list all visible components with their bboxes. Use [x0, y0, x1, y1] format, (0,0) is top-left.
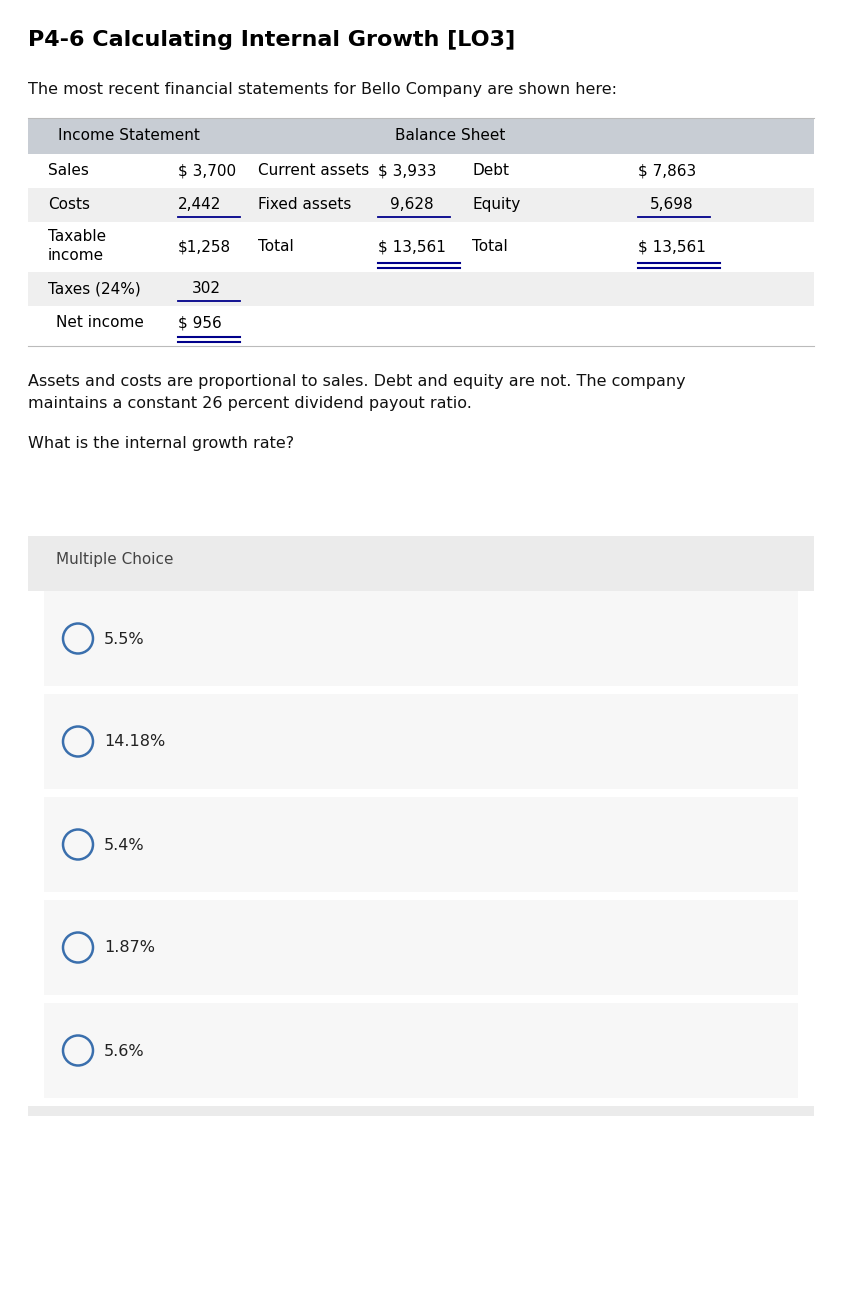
- FancyBboxPatch shape: [28, 536, 814, 591]
- FancyBboxPatch shape: [44, 797, 798, 892]
- Text: $ 13,561: $ 13,561: [638, 240, 706, 254]
- Text: Balance Sheet: Balance Sheet: [395, 128, 505, 143]
- Text: 1.87%: 1.87%: [104, 941, 155, 955]
- Text: Net income: Net income: [56, 315, 144, 330]
- Text: Income Statement: Income Statement: [58, 128, 200, 143]
- Text: $ 13,561: $ 13,561: [378, 240, 446, 254]
- Text: $1,258: $1,258: [178, 240, 231, 254]
- Text: $ 7,863: $ 7,863: [638, 163, 696, 178]
- Text: Sales: Sales: [48, 163, 89, 178]
- Text: Multiple Choice: Multiple Choice: [56, 551, 173, 567]
- Text: 2,442: 2,442: [178, 197, 221, 212]
- Text: 5.4%: 5.4%: [104, 837, 145, 853]
- Text: What is the internal growth rate?: What is the internal growth rate?: [28, 436, 294, 451]
- Text: Taxable: Taxable: [48, 229, 106, 243]
- FancyBboxPatch shape: [28, 307, 814, 346]
- Text: Debt: Debt: [472, 163, 509, 178]
- FancyBboxPatch shape: [44, 694, 798, 790]
- FancyBboxPatch shape: [28, 118, 814, 154]
- FancyBboxPatch shape: [28, 188, 814, 222]
- Text: Total: Total: [472, 240, 508, 254]
- Text: 302: 302: [192, 282, 221, 296]
- FancyBboxPatch shape: [28, 222, 814, 272]
- Text: $ 956: $ 956: [178, 315, 221, 330]
- Text: The most recent financial statements for Bello Company are shown here:: The most recent financial statements for…: [28, 82, 617, 97]
- Text: Total: Total: [258, 240, 294, 254]
- Text: Taxes (24%): Taxes (24%): [48, 282, 141, 296]
- Text: Fixed assets: Fixed assets: [258, 197, 351, 212]
- Text: 5.5%: 5.5%: [104, 632, 145, 646]
- FancyBboxPatch shape: [28, 1105, 814, 1116]
- Text: $ 3,700: $ 3,700: [178, 163, 236, 178]
- Text: 14.18%: 14.18%: [104, 734, 165, 750]
- FancyBboxPatch shape: [28, 272, 814, 307]
- Text: 9,628: 9,628: [390, 197, 434, 212]
- FancyBboxPatch shape: [44, 900, 798, 995]
- Text: Costs: Costs: [48, 197, 90, 212]
- Text: 5,698: 5,698: [650, 197, 694, 212]
- Text: P4-6 Calculating Internal Growth [LO3]: P4-6 Calculating Internal Growth [LO3]: [28, 30, 515, 50]
- Text: $ 3,933: $ 3,933: [378, 163, 436, 178]
- FancyBboxPatch shape: [28, 154, 814, 188]
- FancyBboxPatch shape: [44, 591, 798, 686]
- Text: 5.6%: 5.6%: [104, 1044, 145, 1058]
- Text: Assets and costs are proportional to sales. Debt and equity are not. The company: Assets and costs are proportional to sal…: [28, 374, 685, 390]
- Text: maintains a constant 26 percent dividend payout ratio.: maintains a constant 26 percent dividend…: [28, 396, 472, 411]
- Text: Equity: Equity: [472, 197, 520, 212]
- FancyBboxPatch shape: [44, 1003, 798, 1098]
- Text: Current assets: Current assets: [258, 163, 370, 178]
- Text: income: income: [48, 247, 104, 263]
